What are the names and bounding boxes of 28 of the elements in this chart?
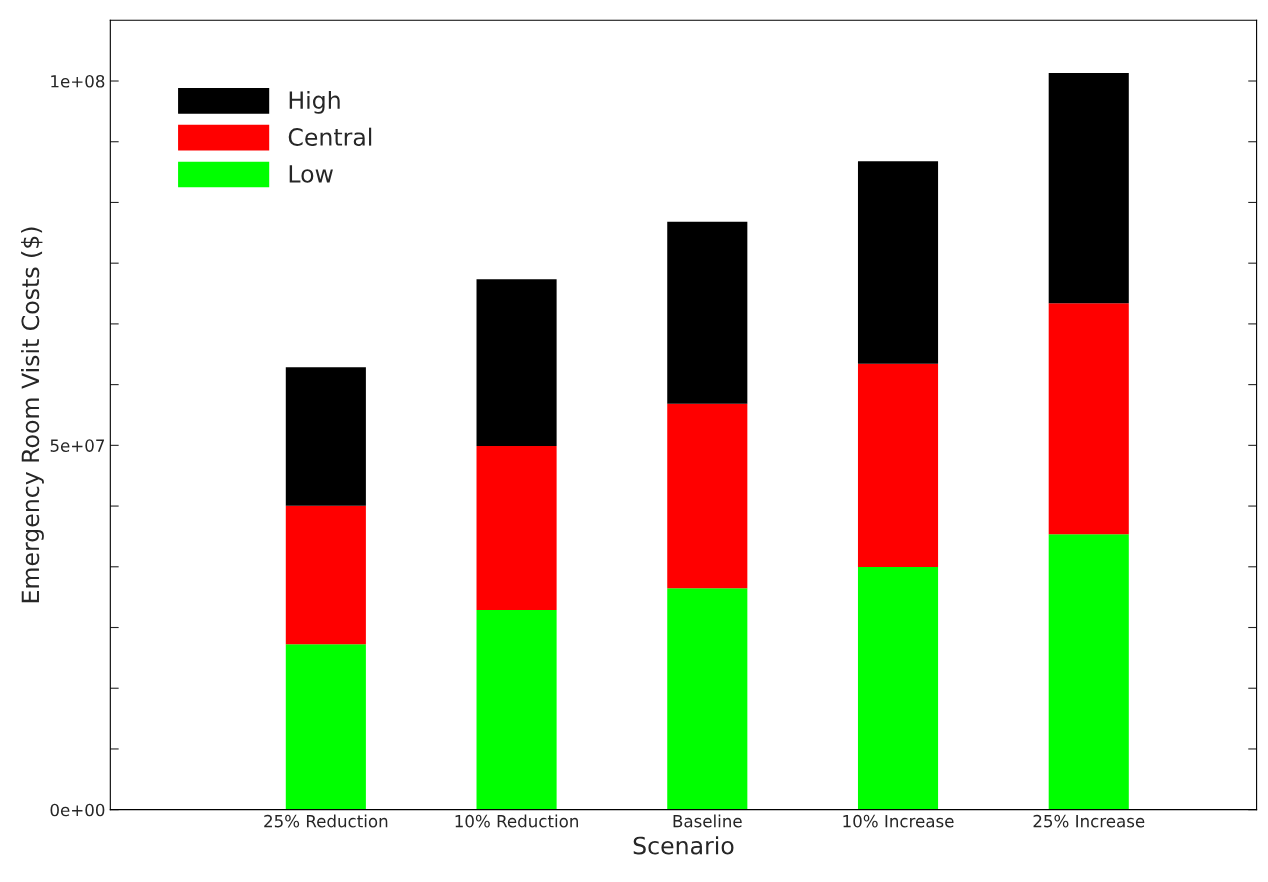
legend-label: Central <box>288 127 372 146</box>
legend-label: High <box>289 90 340 114</box>
x-tick-label: 25% Increase <box>1033 814 1145 828</box>
bar <box>857 567 939 810</box>
bar <box>667 403 748 589</box>
bar <box>285 367 366 506</box>
bar <box>1048 303 1129 535</box>
bar <box>285 644 366 810</box>
bar <box>857 363 939 568</box>
bar <box>476 279 557 447</box>
legend-label: Low <box>289 165 333 183</box>
y-axis-title: Emergency Room Visit Costs ($) <box>21 227 44 603</box>
bar <box>476 610 557 810</box>
x-tick-label: 25% Reduction <box>264 814 388 828</box>
y-tick-label: 5e+07 <box>50 439 105 452</box>
bar <box>285 505 366 645</box>
x-tick-label: Baseline <box>673 814 742 828</box>
bar <box>476 446 557 611</box>
x-tick-label: 10% Increase <box>843 814 954 828</box>
bar <box>1048 72 1129 304</box>
bar <box>667 221 748 404</box>
y-tick-label: 0e+00 <box>50 803 105 817</box>
x-axis-title: Scenario <box>633 836 734 855</box>
bar <box>1048 534 1129 810</box>
bar <box>857 161 939 364</box>
y-tick-label: 1e+08 <box>51 74 105 88</box>
x-tick-label: 10% Reduction <box>455 814 578 828</box>
bar <box>667 588 748 810</box>
